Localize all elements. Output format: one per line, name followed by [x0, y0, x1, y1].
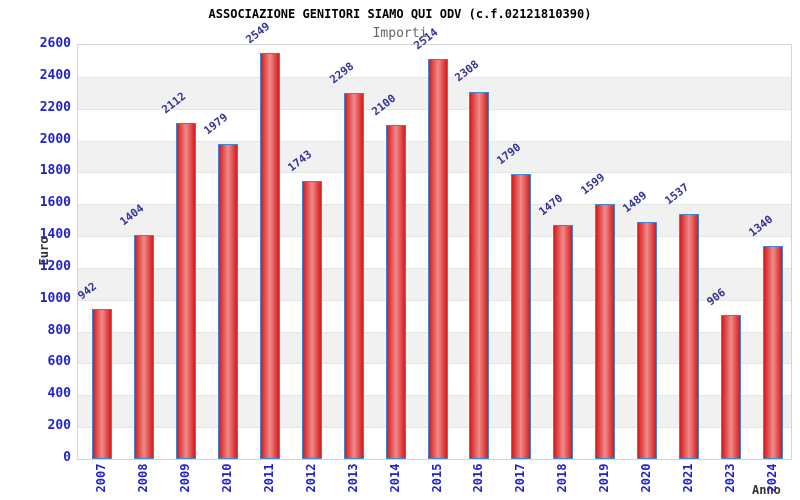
bar	[343, 93, 364, 459]
bar	[427, 58, 448, 459]
bar	[679, 214, 700, 459]
chart-subtitle: Importi	[372, 26, 428, 41]
y-tick-label: 0	[63, 450, 71, 465]
x-axis-title: Anno	[752, 483, 781, 497]
bar	[217, 143, 238, 459]
bar	[133, 235, 154, 459]
x-tick-label: 2020	[639, 463, 654, 493]
x-tick-label: 2018	[555, 463, 570, 493]
x-tick-label: 2009	[177, 463, 192, 493]
y-tick-label: 800	[47, 322, 71, 338]
y-tick-label: 1200	[39, 258, 71, 274]
y-tick-label: 200	[47, 418, 71, 434]
x-tick-label: 2011	[261, 463, 276, 493]
x-tick-label: 2024	[765, 463, 780, 493]
y-tick-label: 1400	[39, 227, 71, 243]
x-tick-label: 2014	[387, 463, 402, 493]
y-tick-label: 2200	[39, 99, 71, 115]
chart-title: ASSOCIAZIONE GENITORI SIAMO QUI ODV (c.f…	[208, 7, 592, 21]
plot-area	[77, 44, 792, 460]
x-tick-label: 2013	[345, 463, 360, 493]
bar	[259, 53, 280, 459]
x-tick-label: 2008	[135, 463, 150, 493]
x-tick-label: 2016	[471, 463, 486, 493]
y-tick-label: 1600	[39, 195, 71, 211]
bar	[469, 91, 490, 459]
bar	[511, 173, 532, 459]
y-tick-label: 600	[47, 354, 71, 370]
x-tick-label: 2019	[597, 463, 612, 493]
bar	[763, 245, 784, 459]
bar	[595, 204, 616, 459]
x-tick-label: 2015	[429, 463, 444, 493]
y-tick-label: 2600	[39, 36, 71, 51]
y-tick-label: 1800	[39, 163, 71, 179]
bar	[91, 309, 112, 459]
bar	[637, 221, 658, 459]
y-tick-label: 2400	[39, 67, 71, 83]
bar	[553, 224, 574, 459]
y-tick-label: 1000	[39, 290, 71, 306]
bar	[301, 181, 322, 459]
bar	[385, 124, 406, 459]
x-tick-label: 2021	[681, 463, 696, 493]
x-tick-label: 2007	[93, 463, 108, 493]
x-tick-label: 2017	[513, 463, 528, 493]
y-tick-label: 2000	[39, 131, 71, 147]
bar	[175, 122, 196, 459]
x-tick-label: 2012	[303, 463, 318, 493]
x-tick-label: 2023	[723, 463, 738, 493]
bar-value-label: 2549	[243, 19, 273, 47]
bar	[721, 314, 742, 459]
y-tick-label: 400	[47, 386, 71, 402]
x-tick-label: 2010	[219, 463, 234, 493]
